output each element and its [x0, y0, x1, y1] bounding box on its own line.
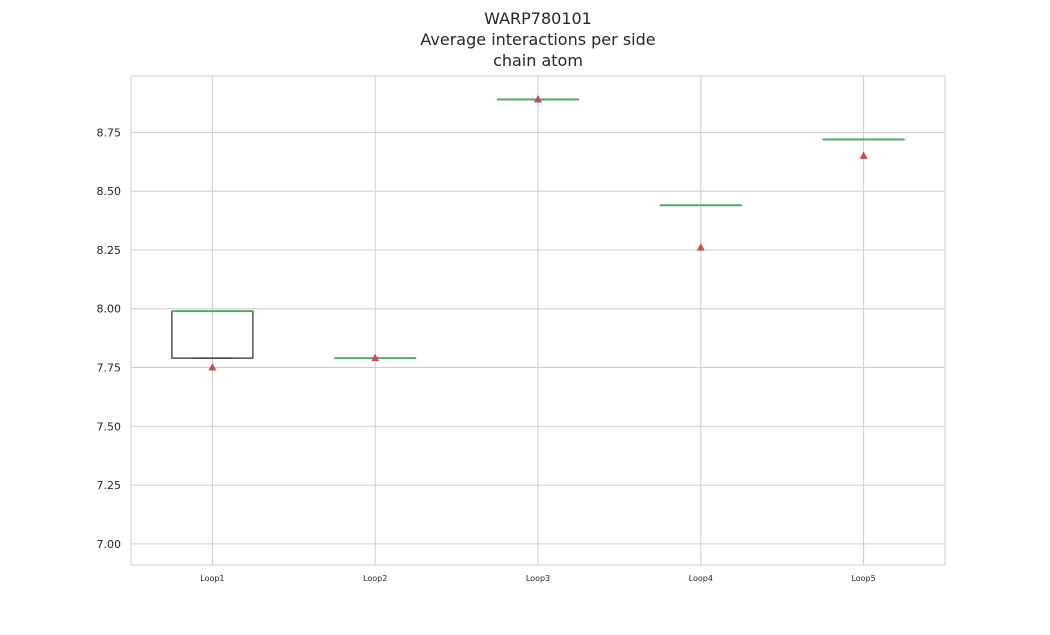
y-tick-label: 7.25 [97, 479, 122, 492]
chart-title: WARP780101 Average interactions per side… [0, 8, 1050, 71]
x-tick-label: Loop5 [851, 574, 875, 583]
chart-title-line-3: chain atom [493, 51, 583, 70]
mean-marker [534, 95, 542, 103]
chart-title-line-1: WARP780101 [484, 9, 592, 28]
y-tick-label: 8.75 [97, 126, 122, 139]
y-tick-label: 7.75 [97, 362, 122, 375]
x-axis-ticks: Loop1 Loop2 Loop3 Loop4 Loop5 [200, 574, 875, 583]
box-series [171, 95, 905, 371]
x-tick-label: Loop2 [363, 574, 387, 583]
y-tick-label: 8.50 [97, 185, 122, 198]
box-loop3 [497, 95, 579, 103]
box-loop1 [171, 310, 254, 371]
grid-lines [131, 76, 945, 565]
y-axis-ticks: 7.00 7.25 7.50 7.75 8.00 8.25 8.50 8.75 [97, 126, 122, 550]
mean-marker [696, 243, 705, 251]
box-loop2 [334, 353, 417, 362]
box-loop5 [822, 138, 905, 159]
x-tick-label: Loop3 [526, 574, 550, 583]
mean-marker [208, 363, 217, 371]
chart-title-line-2: Average interactions per side [420, 30, 656, 49]
y-tick-label: 8.00 [97, 303, 122, 316]
mean-marker [859, 151, 868, 159]
y-tick-label: 7.50 [97, 420, 122, 433]
box-loop4 [659, 204, 742, 251]
x-tick-label: Loop1 [200, 574, 224, 583]
mean-marker [371, 353, 380, 362]
plot-area-frame [130, 75, 946, 566]
x-tick-label: Loop4 [689, 574, 713, 583]
y-tick-label: 7.00 [97, 538, 122, 551]
y-tick-label: 8.25 [97, 244, 122, 257]
